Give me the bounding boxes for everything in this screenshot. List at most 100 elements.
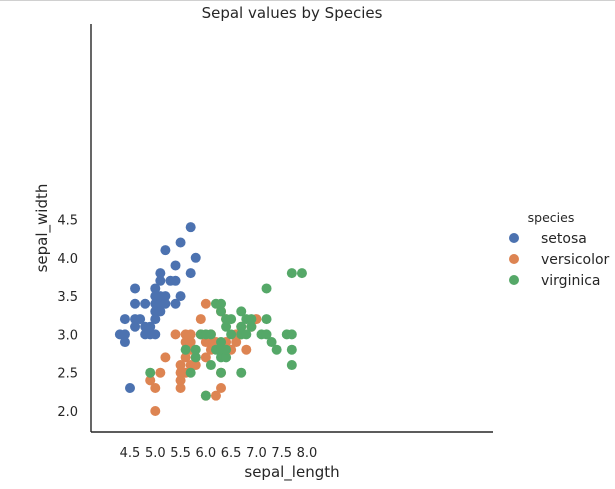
y-tick-label: 3.5 bbox=[57, 290, 78, 305]
data-point-versicolor bbox=[160, 352, 171, 363]
data-point-virginica bbox=[261, 329, 272, 340]
data-point-virginica bbox=[296, 268, 307, 279]
data-point-versicolor bbox=[175, 360, 186, 371]
data-point-virginica bbox=[286, 268, 297, 279]
x-tick-label: 7.5 bbox=[271, 446, 292, 461]
x-tick-label: 6.5 bbox=[221, 446, 242, 461]
data-point-virginica bbox=[246, 321, 257, 332]
data-point-virginica bbox=[261, 283, 272, 294]
data-point-setosa bbox=[160, 291, 171, 302]
y-tick-labels: 2.0 2.5 3.0 3.5 4.0 4.5 bbox=[57, 214, 78, 421]
data-point-setosa bbox=[130, 298, 141, 309]
legend-items: setosa versicolor virginica bbox=[509, 231, 610, 289]
x-tick-label: 5.0 bbox=[145, 446, 166, 461]
data-point-versicolor bbox=[200, 298, 211, 309]
legend-label-virginica: virginica bbox=[541, 273, 601, 289]
data-point-versicolor bbox=[150, 406, 161, 416]
data-point-setosa bbox=[130, 283, 141, 294]
data-point-virginica bbox=[216, 298, 227, 309]
data-point-virginica bbox=[190, 344, 201, 355]
data-point-virginica bbox=[286, 360, 297, 371]
data-point-setosa bbox=[150, 329, 161, 340]
x-tick-label: 8.0 bbox=[297, 446, 318, 461]
data-point-setosa bbox=[185, 268, 196, 279]
data-point-setosa bbox=[150, 283, 161, 294]
data-point-setosa bbox=[125, 383, 135, 394]
x-tick-label: 6.0 bbox=[196, 446, 217, 461]
legend-title: species bbox=[528, 210, 575, 225]
data-point-versicolor bbox=[195, 314, 206, 325]
y-tick-label: 2.5 bbox=[57, 367, 78, 382]
data-point-setosa bbox=[175, 237, 186, 248]
data-point-virginica bbox=[226, 329, 237, 340]
data-point-virginica bbox=[236, 321, 247, 332]
data-point-virginica bbox=[200, 390, 211, 401]
data-point-virginica bbox=[241, 329, 252, 340]
data-point-versicolor bbox=[175, 383, 186, 394]
y-tick-label: 2.0 bbox=[57, 405, 78, 420]
data-point-virginica bbox=[221, 321, 232, 332]
legend: species setosa versicolor virginica bbox=[509, 210, 610, 289]
x-axis-label: sepal_length bbox=[244, 463, 339, 482]
y-tick-label: 4.0 bbox=[57, 252, 78, 267]
data-point-versicolor bbox=[155, 367, 166, 378]
data-point-virginica bbox=[180, 344, 191, 355]
data-point-setosa bbox=[170, 298, 181, 309]
data-point-virginica bbox=[236, 367, 247, 378]
data-point-setosa bbox=[150, 314, 161, 325]
data-point-versicolor bbox=[145, 375, 156, 386]
data-point-setosa bbox=[170, 275, 181, 286]
data-point-virginica bbox=[236, 306, 247, 317]
data-point-setosa bbox=[185, 222, 196, 233]
data-point-setosa bbox=[145, 321, 156, 332]
data-point-virginica bbox=[205, 360, 216, 371]
data-point-virginica bbox=[286, 344, 297, 355]
legend-marker-virginica bbox=[509, 275, 519, 285]
window-top-border bbox=[0, 0, 615, 1]
data-points bbox=[114, 222, 307, 416]
data-point-versicolor bbox=[150, 383, 161, 394]
data-point-versicolor bbox=[185, 329, 196, 340]
data-point-versicolor bbox=[210, 390, 221, 401]
data-point-versicolor bbox=[170, 329, 181, 340]
x-tick-label: 5.5 bbox=[170, 446, 191, 461]
data-point-virginica bbox=[221, 344, 232, 355]
legend-marker-setosa bbox=[509, 233, 519, 243]
data-point-virginica bbox=[205, 329, 216, 340]
data-point-virginica bbox=[190, 352, 201, 363]
data-point-versicolor bbox=[216, 383, 227, 394]
data-point-virginica bbox=[221, 352, 232, 363]
data-point-versicolor bbox=[231, 337, 242, 348]
data-point-virginica bbox=[246, 314, 257, 325]
data-point-setosa bbox=[119, 314, 130, 325]
data-point-versicolor bbox=[241, 344, 252, 355]
data-point-virginica bbox=[261, 314, 272, 325]
data-point-versicolor bbox=[175, 375, 186, 386]
y-tick-label: 3.0 bbox=[57, 328, 78, 343]
data-point-virginica bbox=[216, 306, 227, 317]
chart-title: Sepal values by Species bbox=[202, 4, 383, 22]
x-tick-labels: 4.5 5.0 5.5 6.0 6.5 7.0 7.5 8.0 bbox=[120, 446, 318, 461]
legend-label-versicolor: versicolor bbox=[541, 252, 610, 268]
data-point-virginica bbox=[216, 337, 227, 348]
data-point-setosa bbox=[135, 314, 146, 325]
data-point-setosa bbox=[170, 260, 181, 271]
data-point-versicolor bbox=[190, 360, 201, 371]
data-point-setosa bbox=[130, 321, 141, 332]
data-point-virginica bbox=[226, 314, 237, 325]
y-axis-label: sepal_width bbox=[33, 184, 52, 273]
data-point-virginica bbox=[266, 337, 277, 348]
data-point-setosa bbox=[155, 268, 166, 279]
data-point-versicolor bbox=[180, 352, 191, 363]
legend-marker-versicolor bbox=[509, 254, 519, 264]
data-point-virginica bbox=[286, 329, 297, 340]
data-point-setosa bbox=[155, 275, 166, 286]
data-point-setosa bbox=[119, 329, 130, 340]
data-point-versicolor bbox=[185, 337, 196, 348]
x-tick-label: 4.5 bbox=[120, 446, 141, 461]
y-tick-label: 4.5 bbox=[57, 214, 78, 229]
legend-label-setosa: setosa bbox=[541, 231, 587, 247]
axes bbox=[90, 24, 493, 433]
data-point-setosa bbox=[160, 245, 171, 256]
